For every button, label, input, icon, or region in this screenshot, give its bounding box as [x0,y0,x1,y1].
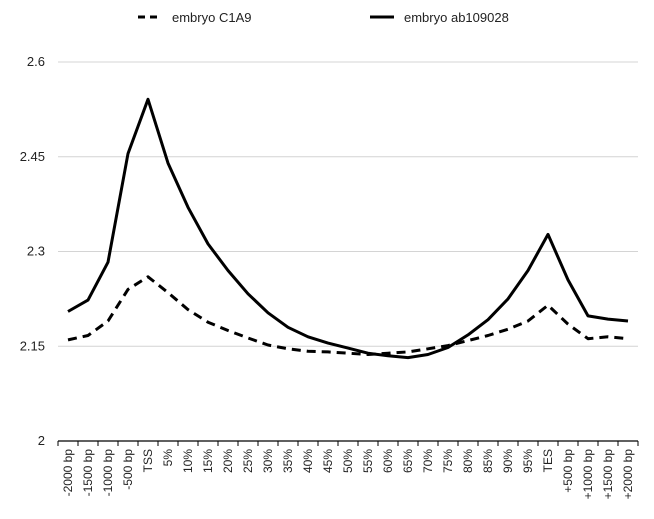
x-tick-label: 65% [401,449,415,473]
series-lines [67,97,629,360]
gridlines [58,61,638,347]
y-tick-label: 2.15 [20,338,45,353]
legend-label-c1a9: embryo C1A9 [172,10,251,25]
series-line-ab109028 [67,97,629,360]
y-tick-label: 2.3 [27,244,45,259]
x-tick-label: 35% [281,449,295,473]
x-tick-label: 40% [301,449,315,473]
x-tick-label: 80% [461,449,475,473]
x-tick-label: TSS [141,449,155,472]
y-tick-label: 2.45 [20,149,45,164]
x-axis-tick-labels: -2000 bp -1500 bp -1000 bp -500 bp TSS 5% 10% 1… [61,449,635,500]
x-tick-label: 60% [381,449,395,473]
x-tick-label: 55% [361,449,375,473]
legend-item-c1a9: embryo C1A9 [138,10,251,25]
x-tick-label: 85% [481,449,495,473]
x-tick-label: 90% [501,449,515,473]
x-tick-label: -1000 bp [101,449,115,497]
x-tick-label: +1000 bp [581,449,595,500]
legend: embryo C1A9 embryo ab109028 [138,10,509,25]
x-tick-label: TES [541,449,555,472]
x-tick-label: -500 bp [121,449,135,490]
x-tick-label: +1500 bp [601,449,615,500]
x-tick-label: 50% [341,449,355,473]
x-tick-label: 25% [241,449,255,473]
x-tick-label: 15% [201,449,215,473]
y-tick-label: 2 [38,433,45,448]
legend-item-ab109028: embryo ab109028 [370,10,509,25]
x-tick-label: 75% [441,449,455,473]
y-axis-tick-labels: 2 2.15 2.3 2.45 2.6 [20,54,45,448]
x-tick-label: +500 bp [561,449,575,493]
x-tick-label: 45% [321,449,335,473]
x-tick-label: 30% [261,449,275,473]
legend-label-ab109028: embryo ab109028 [404,10,509,25]
x-tick-label: 10% [181,449,195,473]
x-tick-label: 70% [421,449,435,473]
series-line-c1a9 [67,275,629,356]
x-axis [57,440,639,446]
x-tick-label: 20% [221,449,235,473]
x-tick-label: 95% [521,449,535,473]
y-tick-label: 2.6 [27,54,45,69]
x-tick-label: -1500 bp [81,449,95,497]
x-tick-label: 5% [161,449,175,467]
x-tick-label: +2000 bp [621,449,635,500]
x-tick-label: -2000 bp [61,449,75,497]
